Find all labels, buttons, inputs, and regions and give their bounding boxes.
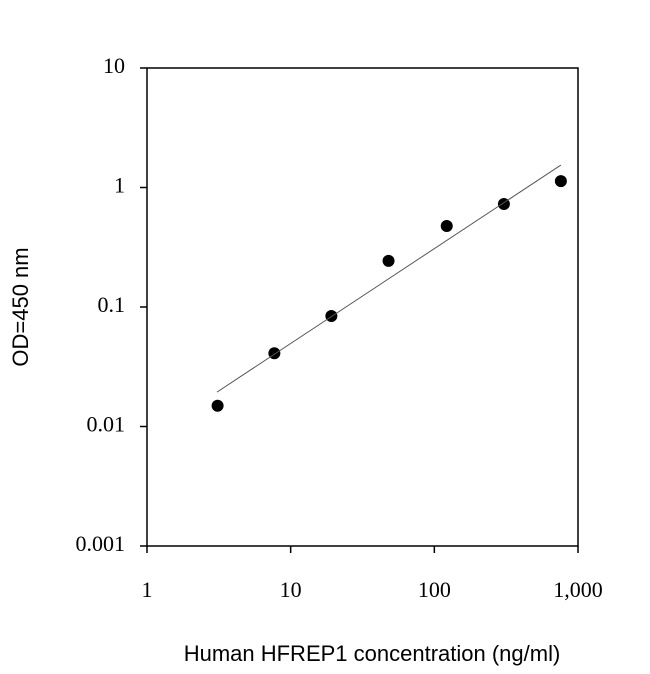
x-tick-label: 1,000 [553, 577, 603, 602]
x-tick-label: 1 [142, 577, 153, 602]
data-point [382, 254, 395, 267]
x-axis-title: Human HFREP1 concentration (ng/ml) [184, 641, 561, 666]
y-tick-label: 0.01 [87, 412, 126, 437]
x-tick-label: 10 [280, 577, 302, 602]
y-tick-label: 0.1 [98, 292, 126, 317]
y-tick-label: 10 [103, 53, 125, 78]
y-tick-label: 1 [114, 173, 125, 198]
data-point [440, 220, 453, 233]
fit-line [216, 164, 562, 393]
x-tick-label: 100 [418, 577, 451, 602]
data-point [554, 175, 567, 188]
y-tick-label: 0.001 [76, 531, 126, 556]
data-point [211, 399, 224, 412]
plot-frame [146, 67, 579, 547]
y-axis-title: OD=450 nm [8, 247, 33, 366]
